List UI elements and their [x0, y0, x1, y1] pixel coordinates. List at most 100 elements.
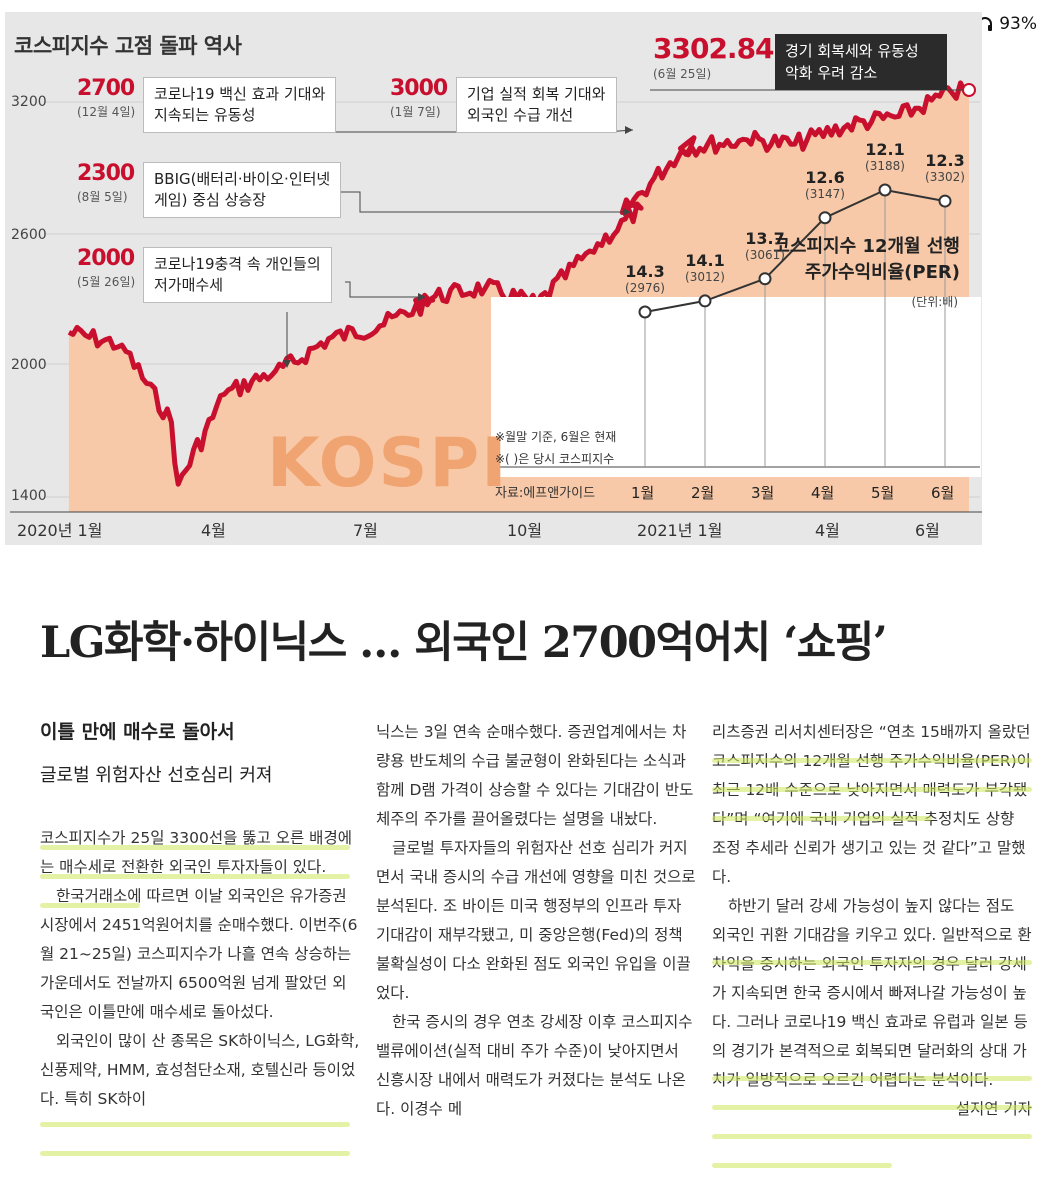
highlight-mark — [40, 874, 350, 879]
per-note: ※월말 기준, 6월은 현재 — [495, 430, 617, 444]
per-kospi-value: (3147) — [805, 186, 845, 201]
callout-text: 코로나19충격 속 개인들의 — [154, 255, 321, 273]
peak-note-line: 악화 우려 감소 — [785, 64, 878, 82]
per-value: 12.6 — [805, 167, 845, 187]
y-tick-3200: 3200 — [11, 94, 47, 110]
per-source: 자료:에프앤가이드 — [495, 486, 596, 501]
callout-3000: 3000 (1월 7일) 기업 실적 회복 기대와 외국인 수급 개선 — [390, 77, 617, 133]
paragraph: 외국인이 많이 산 종목은 SK하이닉스, LG화학, 신풍제약, HMM, 효… — [40, 1032, 360, 1108]
paragraph: 글로벌 투자자들의 위험자산 선호 심리가 커지면서 국내 증시의 수급 개선에… — [376, 839, 696, 1002]
per-month-label: 1월 — [631, 484, 655, 502]
callout-2000: 2000 (5월 26일) 코로나19충격 속 개인들의 저가매수세 — [77, 247, 332, 303]
callout-date: (1월 7일) — [390, 105, 441, 119]
peak-note-line: 경기 회복세와 유동성 — [785, 42, 919, 60]
per-note: ※( )은 당시 코스피지수 — [495, 452, 615, 466]
kospi-chart — [10, 80, 982, 513]
callout-date: (12월 4일) — [77, 105, 136, 119]
per-month-label: 6월 — [931, 484, 955, 502]
callout-text: 외국인 수급 개선 — [467, 106, 574, 124]
callout-date: (5월 26일) — [77, 275, 136, 289]
per-point — [638, 305, 652, 319]
x-tick-2021-jan: 2021년 1월 — [637, 521, 723, 540]
subhead-1: 이틀 만에 매수로 돌아서 — [40, 721, 235, 743]
highlight-mark — [712, 960, 1032, 965]
peak-note: 경기 회복세와 유동성 악화 우려 감소 — [775, 34, 947, 90]
paragraph: 한국거래소에 따르면 이날 외국인은 유가증권시장에서 2451억원어치를 순매… — [40, 887, 358, 1021]
callout-text: 코로나19 백신 효과 기대와 — [154, 85, 326, 103]
infographic-title: 코스피지수 고점 돌파 역사 — [14, 34, 242, 58]
highlight-mark — [712, 1105, 1032, 1110]
paragraph: 코스피지수가 25일 3300선을 뚫고 오른 배경에는 매수세로 전환한 외국… — [40, 829, 352, 876]
x-tick-apr-2021: 4월 — [815, 521, 840, 540]
callout-text: BBIG(배터리·바이오·인터넷 — [154, 170, 331, 188]
article-column-1: 이틀 만에 매수로 돌아서 글로벌 위험자산 선호심리 커져 코스피지수가 25… — [40, 718, 360, 1114]
per-value: 12.1 — [865, 140, 905, 159]
per-value: 13.7 — [745, 228, 785, 248]
highlight-mark — [712, 816, 932, 821]
x-tick-2020-jan: 2020년 1월 — [17, 521, 103, 540]
highlight-mark — [712, 1163, 892, 1168]
per-value-label: 12.3 (3302) — [915, 151, 975, 184]
per-point — [878, 183, 892, 197]
per-kospi-value: (2976) — [625, 281, 665, 295]
peak-value: 3302.84 — [653, 32, 775, 65]
per-unit: (단위:배) — [911, 295, 958, 309]
paragraph: 하반기 달러 강세 가능성이 높지 않다는 점도 외국인 귀환 기대감을 키우고… — [712, 897, 1032, 1089]
per-point — [938, 194, 952, 208]
y-tick-2600: 2600 — [11, 227, 47, 243]
highlight-mark — [712, 758, 1032, 763]
per-title-line: 주가수익비율(PER) — [804, 262, 960, 283]
y-tick-1400: 1400 — [11, 488, 47, 504]
callout-value: 2700 — [77, 76, 135, 101]
per-line — [644, 188, 946, 313]
callout-text: 게임) 중심 상승장 — [154, 191, 266, 209]
per-point — [758, 272, 772, 286]
per-value-label: 14.1 (3012) — [675, 251, 735, 284]
paragraph: 리츠증권 리서치센터장은 “연초 15배까지 올랐던 코스피지수의 12개월 선… — [712, 723, 1031, 886]
per-month-label: 5월 — [871, 484, 895, 502]
per-value-label: 14.3 (2976) — [615, 262, 675, 295]
per-notes: ※월말 기준, 6월은 현재 ※( )은 당시 코스피지수 — [495, 426, 616, 470]
kospi-watermark: KOSPI — [267, 424, 509, 503]
kospi-infographic: 코스피지수 고점 돌파 역사 3200 2600 2000 1400 2020년… — [5, 12, 982, 545]
per-value-label: 13.7 (3061) — [735, 229, 795, 262]
per-value: 14.3 — [625, 262, 665, 281]
x-tick-jun: 6월 — [915, 521, 940, 540]
callout-date: (8월 5일) — [77, 190, 128, 204]
highlight-mark — [712, 1134, 1032, 1139]
x-tick-oct: 10월 — [507, 521, 543, 540]
highlight-mark — [40, 1122, 350, 1127]
callout-text: 기업 실적 회복 기대와 — [467, 85, 606, 103]
per-panel — [491, 297, 981, 477]
x-tick-jul: 7월 — [353, 521, 378, 540]
subhead-2: 글로벌 위험자산 선호심리 커져 — [40, 765, 273, 786]
callout-value: 2300 — [77, 161, 135, 186]
article-headline: LG화학·하이닉스 … 외국인 2700억어치 ‘쇼핑’ — [40, 618, 888, 668]
peak-marker — [962, 83, 976, 97]
highlight-mark — [40, 903, 140, 908]
per-point — [698, 294, 712, 308]
article-column-2: 닉스는 3일 연속 순매수했다. 증권업계에서는 차량용 반도체의 수급 불균형… — [376, 718, 696, 1124]
per-kospi-value: (3061) — [745, 247, 785, 262]
highlight-mark — [712, 787, 1032, 792]
per-value-label: 12.6 (3147) — [795, 168, 855, 201]
per-value: 14.1 — [685, 250, 725, 270]
per-kospi-value: (3012) — [685, 269, 725, 284]
callout-text: 저가매수세 — [154, 276, 224, 294]
per-title-line: 코스피지수 12개월 선행 — [773, 236, 960, 257]
highlight-mark — [40, 845, 350, 850]
per-month-label: 3월 — [751, 484, 775, 502]
x-tick-apr: 4월 — [201, 521, 226, 540]
per-month-label: 4월 — [811, 484, 835, 502]
callout-2700: 2700 (12월 4일) 코로나19 백신 효과 기대와 지속되는 유동성 — [77, 76, 337, 133]
paragraph: 닉스는 3일 연속 순매수했다. 증권업계에서는 차량용 반도체의 수급 불균형… — [376, 723, 694, 828]
highlight-mark — [40, 1151, 350, 1156]
highlight-mark — [712, 1076, 1032, 1081]
per-kospi-value: (3188) — [865, 159, 905, 173]
per-kospi-value: (3302) — [925, 170, 965, 185]
per-value: 12.3 — [925, 151, 965, 171]
article-column-3: 리츠증권 리서치센터장은 “연초 15배까지 올랐던 코스피지수의 12개월 선… — [712, 718, 1032, 1124]
per-title: 코스피지수 12개월 선행 주가수익비율(PER) — [773, 234, 960, 286]
per-point — [818, 211, 832, 225]
